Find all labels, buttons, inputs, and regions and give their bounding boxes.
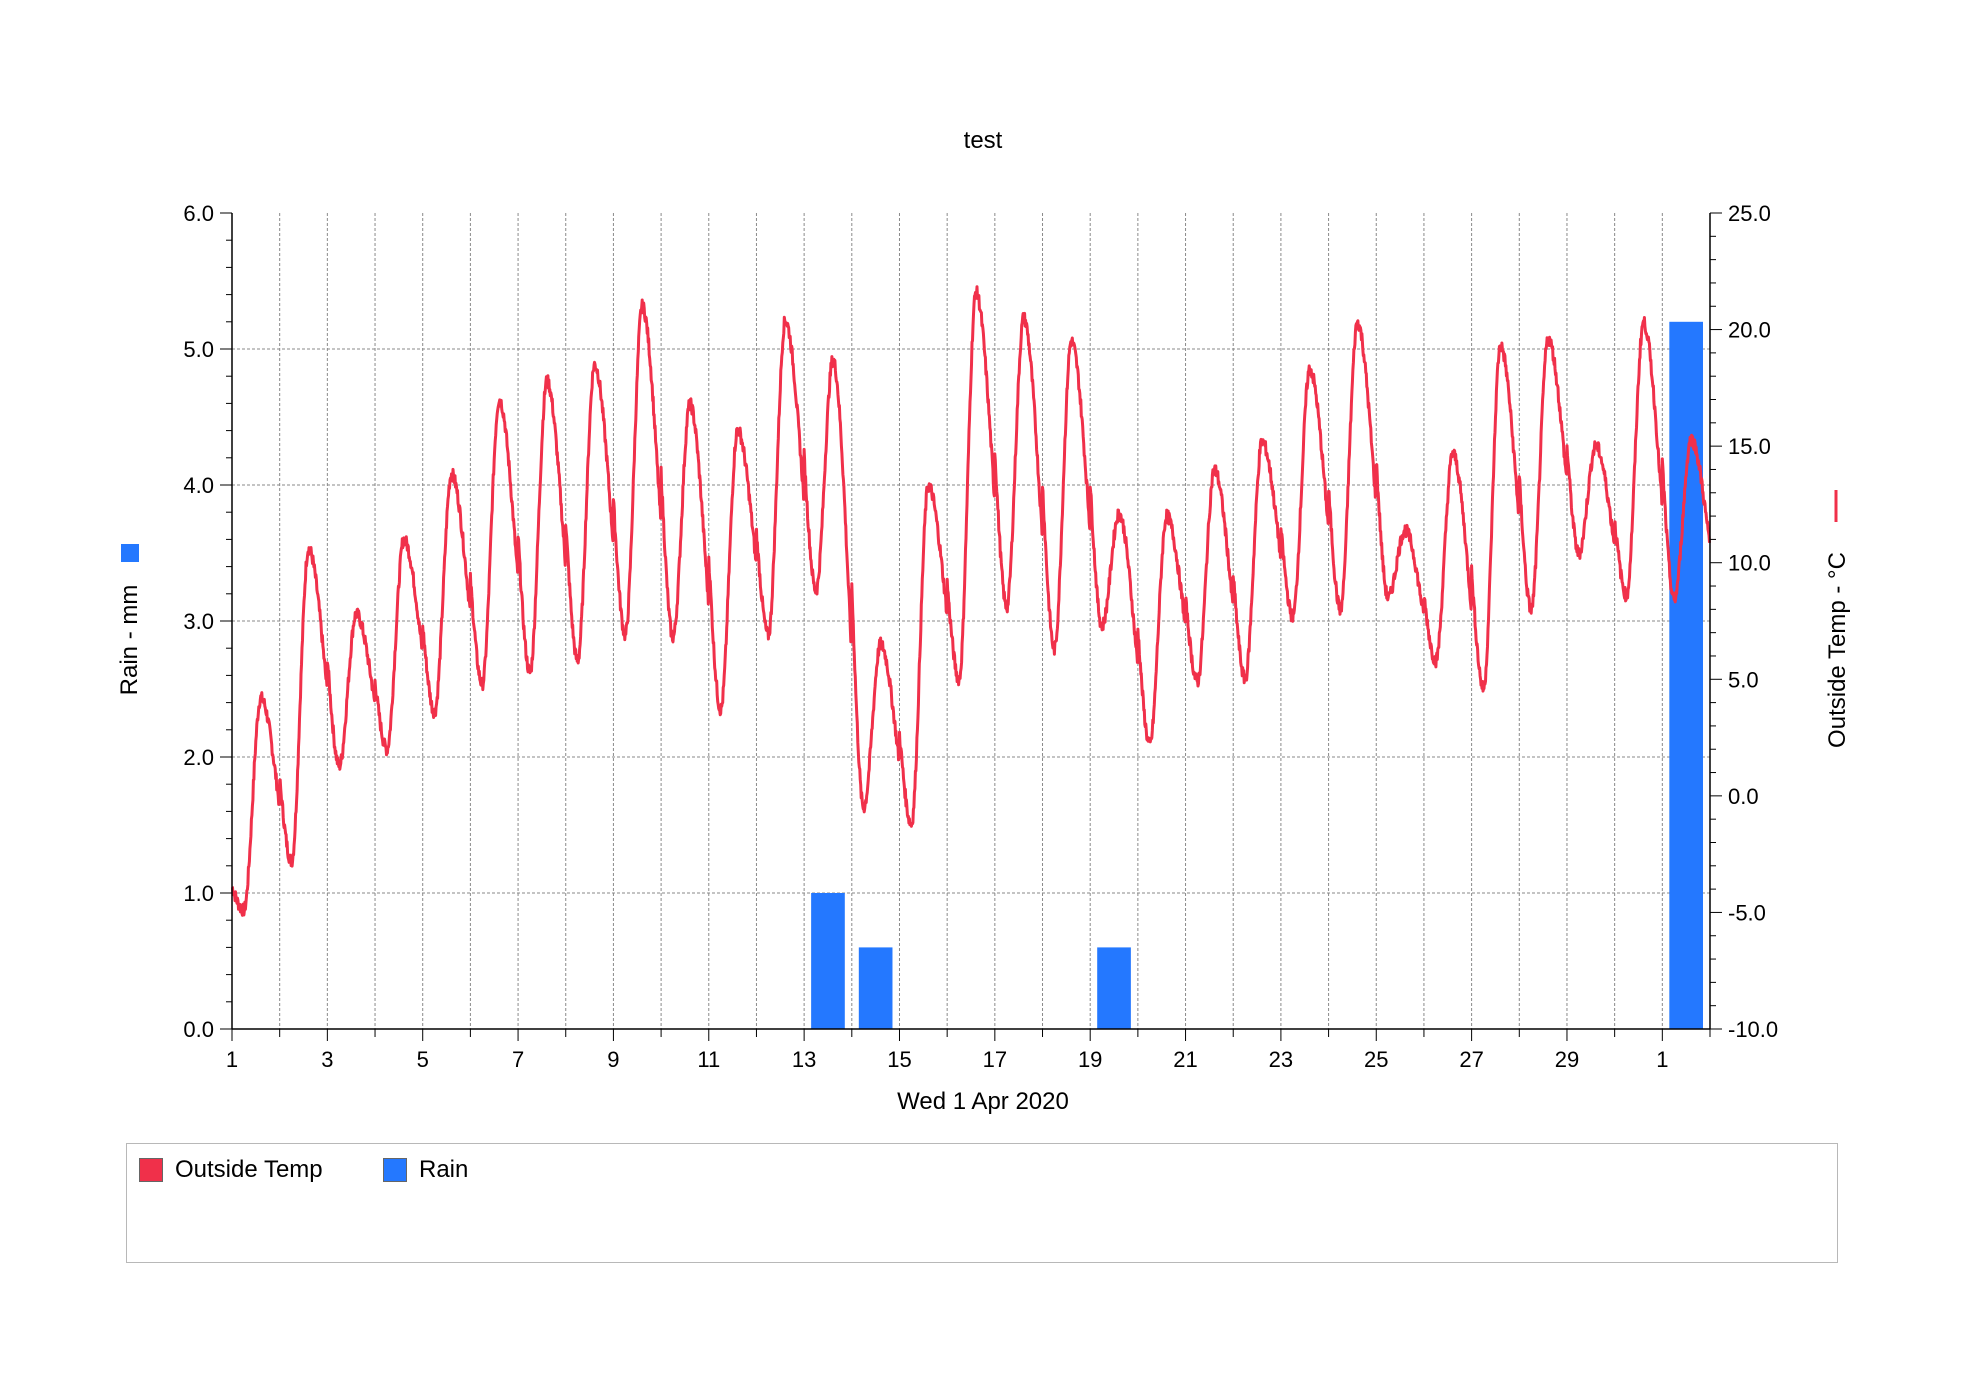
x-tick-label: 13 xyxy=(792,1047,816,1072)
rain-axis-marker xyxy=(121,544,139,562)
rain-bar xyxy=(858,947,893,1029)
temp-line xyxy=(230,285,1711,917)
right-axis-label: Outside Temp - °C xyxy=(1824,552,1851,748)
x-tick-label: 5 xyxy=(417,1047,429,1072)
x-tick-label: 25 xyxy=(1364,1047,1388,1072)
legend-item-rain: Rain xyxy=(383,1156,468,1184)
x-tick-label: 21 xyxy=(1173,1047,1197,1072)
legend-swatch-rain xyxy=(383,1158,407,1182)
left-tick-label: 0.0 xyxy=(183,1017,214,1042)
left-tick-label: 3.0 xyxy=(183,609,214,634)
left-tick-label: 5.0 xyxy=(183,337,214,362)
grid xyxy=(232,213,1710,1029)
right-tick-label: -5.0 xyxy=(1728,900,1766,925)
rain-bar xyxy=(811,893,845,1029)
x-tick-label: 3 xyxy=(321,1047,333,1072)
x-tick-label: 1 xyxy=(226,1047,238,1072)
x-tick-label: 19 xyxy=(1078,1047,1102,1072)
right-tick-label: 15.0 xyxy=(1728,434,1771,459)
x-tick-label: 15 xyxy=(887,1047,911,1072)
legend-swatch-outside-temp xyxy=(139,1158,163,1182)
rain-bar xyxy=(1097,947,1131,1029)
legend-item-outside-temp: Outside Temp xyxy=(139,1156,323,1184)
temp-series-line xyxy=(230,285,1711,917)
x-tick-label: 17 xyxy=(983,1047,1007,1072)
x-tick-label: 9 xyxy=(607,1047,619,1072)
axes: 0.0 1.0 2.0 3.0 4.0 5.0 6.0 -10.0 -5.0 0.0 5.0 10.0… xyxy=(183,201,1778,1072)
legend: Outside Temp Rain xyxy=(126,1143,1838,1263)
x-tick-label: 1 xyxy=(1656,1047,1668,1072)
x-tick-label: 29 xyxy=(1555,1047,1579,1072)
rain-bars xyxy=(811,321,1703,1029)
legend-label-outside-temp: Outside Temp xyxy=(175,1156,323,1183)
chart-title: test xyxy=(964,127,1003,154)
left-tick-label: 2.0 xyxy=(183,745,214,770)
x-tick-label: 27 xyxy=(1459,1047,1483,1072)
right-tick-label: 25.0 xyxy=(1728,201,1771,226)
left-tick-label: 4.0 xyxy=(183,473,214,498)
x-axis-label: Wed 1 Apr 2020 xyxy=(897,1088,1069,1115)
left-axis-label: Rain - mm xyxy=(116,585,143,696)
x-tick-label: 7 xyxy=(512,1047,524,1072)
legend-label-rain: Rain xyxy=(419,1156,469,1183)
right-tick-label: 0.0 xyxy=(1728,784,1759,809)
left-tick-label: 6.0 xyxy=(183,201,214,226)
x-tick-label: 11 xyxy=(697,1047,720,1072)
left-tick-label: 1.0 xyxy=(183,881,214,906)
x-tick-label: 23 xyxy=(1269,1047,1293,1072)
right-tick-label: 20.0 xyxy=(1728,318,1771,343)
right-tick-label: 5.0 xyxy=(1728,667,1759,692)
right-tick-label: 10.0 xyxy=(1728,551,1771,576)
rain-bar xyxy=(1669,321,1703,1029)
right-tick-label: -10.0 xyxy=(1728,1017,1778,1042)
